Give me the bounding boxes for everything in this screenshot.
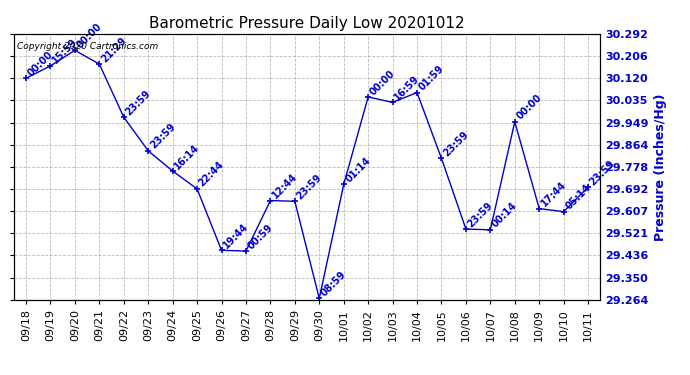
Y-axis label: Pressure (Inches/Hg): Pressure (Inches/Hg) bbox=[654, 93, 667, 241]
Text: 23:59: 23:59 bbox=[295, 172, 324, 201]
Text: 23:59: 23:59 bbox=[124, 88, 152, 117]
Text: 00:00: 00:00 bbox=[368, 68, 397, 97]
Text: 01:14: 01:14 bbox=[344, 156, 373, 184]
Text: 23:59: 23:59 bbox=[466, 200, 495, 229]
Text: 16:59: 16:59 bbox=[393, 74, 422, 102]
Text: 00:14: 00:14 bbox=[491, 201, 520, 230]
Title: Barometric Pressure Daily Low 20201012: Barometric Pressure Daily Low 20201012 bbox=[149, 16, 465, 31]
Text: 17:44: 17:44 bbox=[539, 180, 568, 209]
Text: 21:29: 21:29 bbox=[99, 35, 128, 64]
Text: 23:59: 23:59 bbox=[588, 158, 617, 187]
Text: 08:59: 08:59 bbox=[319, 269, 348, 298]
Text: 22:44: 22:44 bbox=[197, 160, 226, 189]
Text: Copyright 2020 Cartronics.com: Copyright 2020 Cartronics.com bbox=[17, 42, 158, 51]
Text: 12:44: 12:44 bbox=[270, 171, 299, 201]
Text: 05:14: 05:14 bbox=[564, 183, 593, 212]
Text: 01:59: 01:59 bbox=[417, 63, 446, 93]
Text: 00:00: 00:00 bbox=[26, 49, 55, 78]
Text: 16:14: 16:14 bbox=[172, 142, 201, 171]
Text: 23:59: 23:59 bbox=[442, 129, 471, 158]
Text: 00:59: 00:59 bbox=[246, 222, 275, 251]
Text: 23:59: 23:59 bbox=[148, 122, 177, 151]
Text: 00:00: 00:00 bbox=[75, 21, 104, 50]
Text: 15:59: 15:59 bbox=[50, 37, 79, 66]
Text: 00:00: 00:00 bbox=[515, 93, 544, 122]
Text: 19:44: 19:44 bbox=[221, 221, 250, 250]
